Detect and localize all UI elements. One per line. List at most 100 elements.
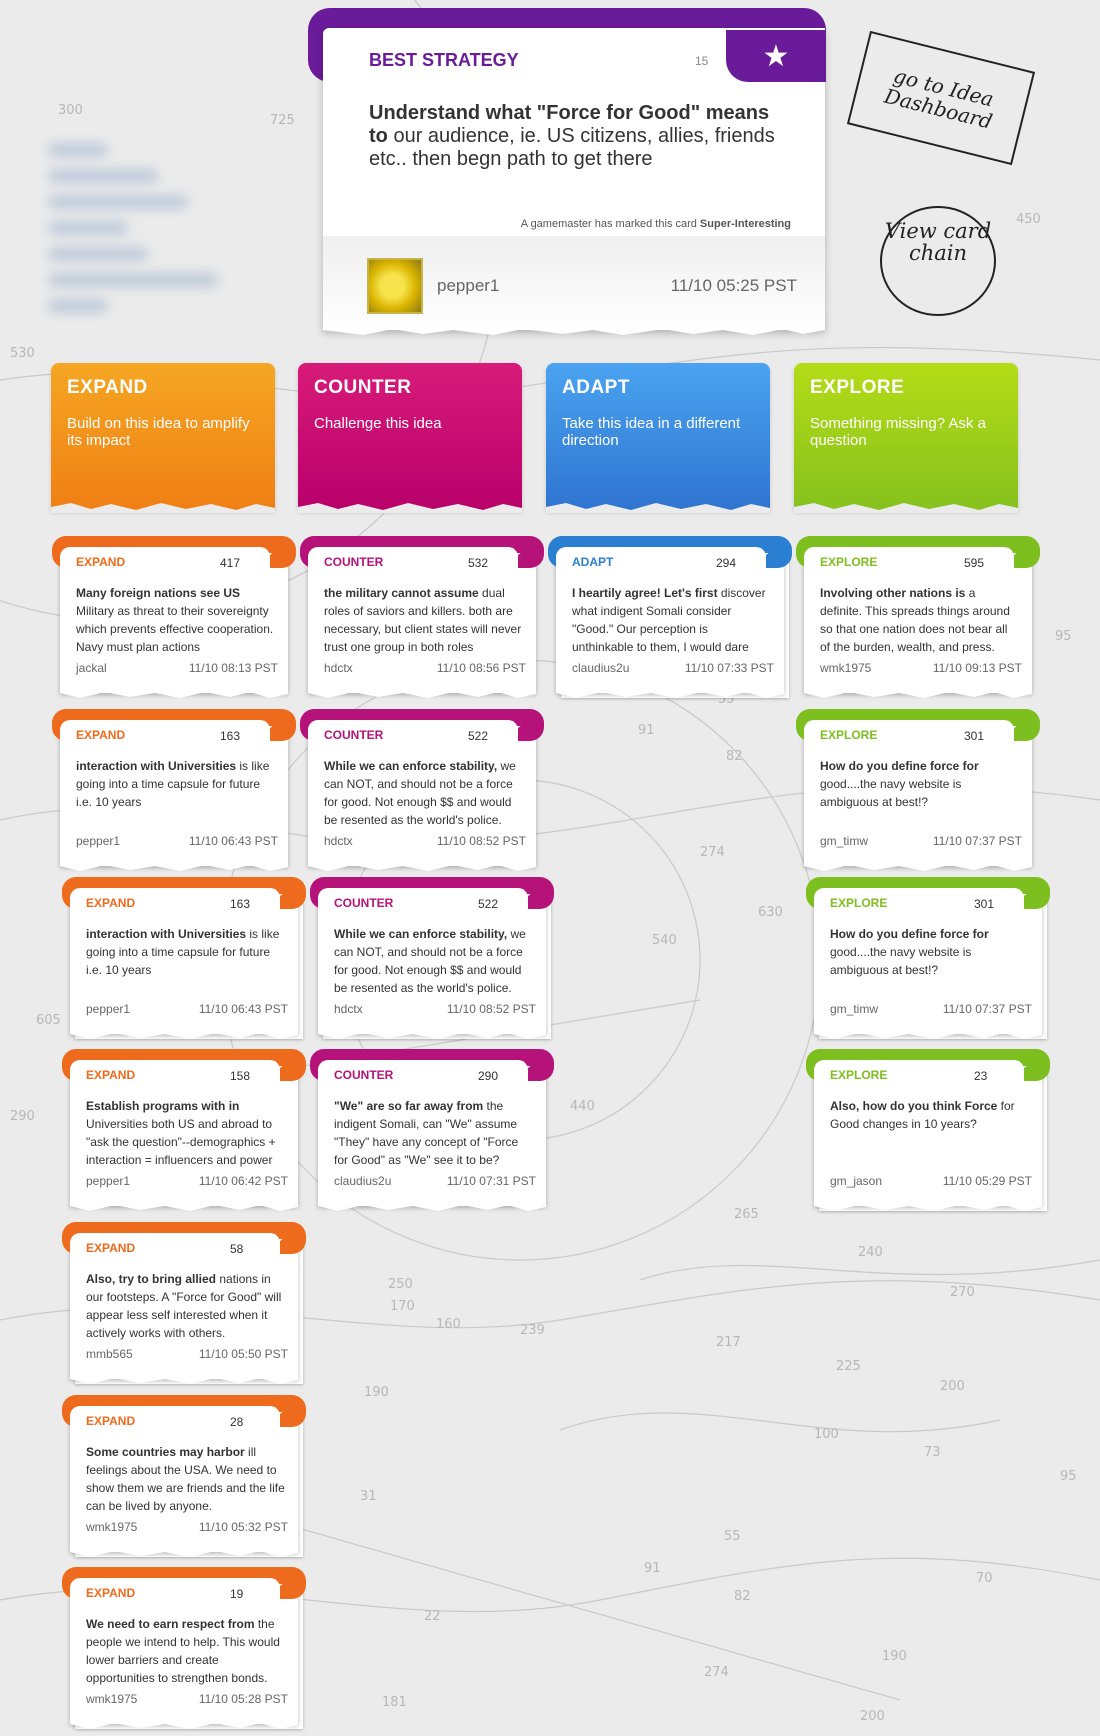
category-counter[interactable]: COUNTER Challenge this idea: [298, 363, 522, 513]
idea-card[interactable]: COUNTER 522 ★ While we can enforce stabilit…: [310, 877, 554, 1039]
card-text-bold: Establish programs with in: [86, 1099, 240, 1113]
best-strategy-card[interactable]: BEST STRATEGY 15 Understand what "Force …: [323, 28, 825, 335]
idea-card[interactable]: COUNTER 532 ★ the military cannot assume du…: [300, 536, 544, 698]
map-label: 450: [1016, 212, 1041, 227]
card-user[interactable]: pepper1: [437, 276, 500, 295]
map-label: 270: [950, 1285, 975, 1300]
category-explore[interactable]: EXPLORE Something missing? Ask a question: [794, 363, 1018, 513]
idea-card[interactable]: EXPAND 163 ★ interaction with Universities …: [52, 709, 296, 871]
card-type-label: EXPLORE: [820, 555, 878, 569]
card-text-bold: Involving other nations is: [820, 586, 966, 600]
card-date: 11/10 08:52 PST: [436, 834, 526, 848]
star-icon[interactable]: ★: [266, 1231, 284, 1253]
card-type-label: EXPAND: [76, 728, 126, 742]
category-adapt[interactable]: ADAPT Take this idea in a different direc…: [546, 363, 770, 513]
category-description: Something missing? Ask a question: [810, 415, 986, 449]
idea-card[interactable]: EXPAND 417 ★ Many foreign nations see US Mi…: [52, 536, 296, 698]
card-user[interactable]: pepper1: [86, 1174, 131, 1188]
card-user[interactable]: hdctx: [324, 661, 353, 675]
card-user[interactable]: pepper1: [76, 834, 121, 848]
card-text: Involving other nations is a definite. T…: [820, 584, 1020, 656]
star-icon[interactable]: ★: [266, 886, 284, 908]
view-card-chain-link[interactable]: View card chain: [880, 206, 996, 316]
star-icon[interactable]: ★: [726, 30, 826, 82]
category-description: Take this idea in a different direction: [562, 415, 741, 449]
card-user[interactable]: gm_timw: [830, 1002, 879, 1016]
torn-edge: [323, 326, 825, 335]
card-user[interactable]: hdctx: [334, 1002, 363, 1016]
map-label: 91: [644, 1561, 661, 1576]
card-type-label: EXPAND: [86, 1068, 136, 1082]
idea-card[interactable]: EXPAND 28 ★ Some countries may harbor ill f…: [62, 1395, 306, 1557]
map-label: 31: [360, 1489, 377, 1504]
card-user[interactable]: gm_timw: [820, 834, 869, 848]
torn-edge: [70, 1030, 298, 1039]
torn-edge: [794, 503, 1018, 513]
card-header: [804, 547, 1014, 577]
card-user[interactable]: wmk1975: [820, 661, 872, 675]
torn-edge: [318, 1030, 546, 1039]
torn-edge: [51, 503, 275, 513]
idea-card[interactable]: EXPAND 163 ★ interaction with Universities …: [62, 877, 306, 1039]
star-icon[interactable]: ★: [514, 886, 532, 908]
card-user[interactable]: hdctx: [324, 834, 353, 848]
card-date: 11/10 07:37 PST: [942, 1002, 1032, 1016]
card-user[interactable]: gm_jason: [830, 1174, 883, 1188]
star-icon[interactable]: ★: [266, 1058, 284, 1080]
card-date: 11/10 07:37 PST: [932, 834, 1022, 848]
card-user[interactable]: mmb565: [86, 1347, 133, 1361]
star-icon[interactable]: ★: [1000, 545, 1018, 567]
card-type-label: COUNTER: [324, 728, 384, 742]
card-type-label: COUNTER: [334, 896, 394, 910]
star-icon[interactable]: ★: [504, 718, 522, 740]
map-label: 70: [976, 1571, 993, 1586]
star-icon[interactable]: ★: [266, 1404, 284, 1426]
card-text: Also, try to bring allied nations in our…: [86, 1270, 286, 1342]
card-type-label: EXPAND: [76, 555, 126, 569]
idea-card[interactable]: EXPAND 58 ★ Also, try to bring allied natio…: [62, 1222, 306, 1384]
category-description: Build on this idea to amplify its impact: [67, 415, 250, 449]
avatar[interactable]: [367, 258, 423, 314]
star-icon[interactable]: ★: [266, 1576, 284, 1598]
card-user[interactable]: claudius2u: [572, 661, 630, 675]
map-label: 530: [10, 346, 35, 361]
card-user[interactable]: wmk1975: [86, 1520, 138, 1534]
card-type-label: EXPAND: [86, 896, 136, 910]
gamemaster-note-bold: Super-Interesting: [699, 218, 791, 230]
idea-card[interactable]: EXPLORE 301 ★ How do you define force for g…: [796, 709, 1040, 871]
card-user[interactable]: claudius2u: [334, 1174, 392, 1188]
card-text-bold: Understand what "Force for Good" means t…: [369, 102, 770, 147]
card-date: 11/10 08:56 PST: [436, 661, 526, 675]
star-icon[interactable]: ★: [256, 545, 274, 567]
torn-edge: [70, 1720, 298, 1729]
map-label: 95: [1060, 1469, 1077, 1484]
idea-card[interactable]: COUNTER 522 ★ While we can enforce stabilit…: [300, 709, 544, 871]
idea-card[interactable]: EXPLORE 301 ★ How do you define force for g…: [806, 877, 1050, 1039]
star-icon[interactable]: ★: [1010, 886, 1028, 908]
idea-card[interactable]: EXPAND 19 ★ We need to earn respect from th…: [62, 1567, 306, 1729]
star-icon[interactable]: ★: [514, 1058, 532, 1080]
star-icon[interactable]: ★: [1010, 1058, 1028, 1080]
idea-card[interactable]: ADAPT 294 ★ I heartily agree! Let's first d…: [548, 536, 792, 698]
star-icon[interactable]: ★: [752, 545, 770, 567]
star-icon[interactable]: ★: [504, 545, 522, 567]
map-label: 630: [758, 905, 783, 920]
idea-card[interactable]: EXPAND 158 ★ Establish programs with in Uni…: [62, 1049, 306, 1211]
card-text-rest: the indigent Somali, can "We" assume "Th…: [334, 1099, 519, 1167]
card-number: 163: [230, 897, 251, 911]
torn-edge: [60, 689, 288, 698]
card-user[interactable]: jackal: [76, 661, 107, 675]
star-icon[interactable]: ★: [1000, 718, 1018, 740]
idea-card[interactable]: EXPLORE 23 ★ Also, how do you think Force f…: [806, 1049, 1050, 1211]
card-text: I heartily agree! Let's first discover w…: [572, 584, 772, 656]
card-number: 532: [468, 556, 489, 570]
card-user[interactable]: wmk1975: [86, 1692, 138, 1706]
card-user[interactable]: pepper1: [86, 1002, 131, 1016]
card-text: "We" are so far away from the indigent S…: [334, 1097, 534, 1169]
map-label: 100: [814, 1427, 839, 1442]
idea-card[interactable]: EXPLORE 595 ★ Involving other nations is a …: [796, 536, 1040, 698]
category-expand[interactable]: EXPAND Build on this idea to amplify its …: [51, 363, 275, 513]
idea-card[interactable]: COUNTER 290 ★ "We" are so far away from the…: [310, 1049, 554, 1211]
star-icon[interactable]: ★: [256, 718, 274, 740]
card-date: 11/10 08:52 PST: [446, 1002, 536, 1016]
